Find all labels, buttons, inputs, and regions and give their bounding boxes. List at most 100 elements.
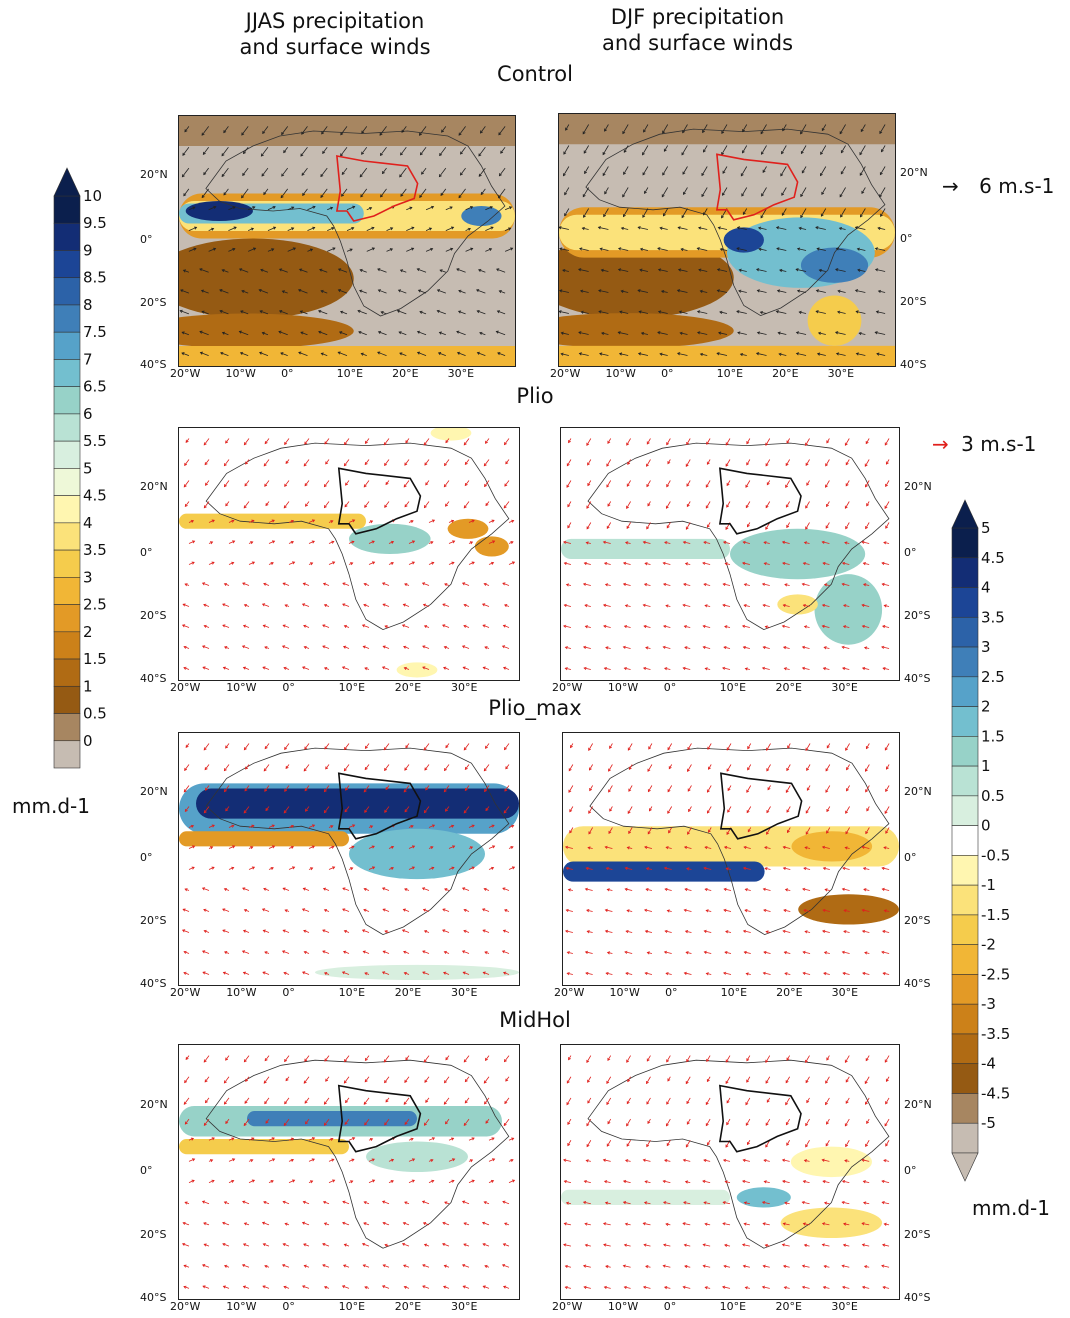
wind-vector-head bbox=[417, 289, 422, 293]
wind-vector bbox=[584, 667, 591, 670]
wind-vector-head bbox=[642, 1285, 647, 1289]
wind-vector-head bbox=[325, 1078, 329, 1082]
wind-vector bbox=[328, 561, 335, 565]
wind-vector bbox=[623, 145, 629, 153]
map-canvas-plio-jjas bbox=[179, 428, 519, 680]
wind-vector-head bbox=[626, 1059, 630, 1063]
wind-vector bbox=[419, 188, 427, 198]
wind-vector bbox=[666, 972, 672, 975]
wind-vector-head bbox=[244, 788, 248, 792]
wind-vector-head bbox=[430, 247, 434, 251]
wind-vector-head bbox=[451, 1179, 455, 1183]
wind-vector bbox=[776, 226, 787, 230]
wind-vector-head bbox=[511, 866, 516, 870]
wind-vector bbox=[384, 1118, 390, 1126]
lon-tick-label: 0° bbox=[282, 681, 295, 694]
wind-vector bbox=[559, 290, 569, 293]
wind-vector bbox=[302, 603, 310, 607]
wind-vector bbox=[385, 785, 390, 790]
wind-vector-head bbox=[683, 1201, 687, 1205]
wind-vector bbox=[344, 1055, 350, 1062]
wind-vector bbox=[666, 480, 671, 487]
wind-vector-head bbox=[874, 268, 879, 272]
wind-vector bbox=[643, 1286, 651, 1289]
wind-vector bbox=[583, 646, 591, 649]
wind-vector-head bbox=[559, 289, 563, 293]
wind-vector-head bbox=[242, 582, 246, 586]
wind-vector-head bbox=[845, 526, 849, 530]
wind-vector bbox=[244, 480, 250, 487]
wind-vector-head bbox=[623, 1285, 627, 1290]
wind-vector bbox=[644, 909, 653, 912]
wind-vector bbox=[279, 310, 288, 315]
wind-vector-head bbox=[844, 442, 848, 446]
wind-vector-head bbox=[666, 1143, 670, 1147]
wind-vector bbox=[649, 806, 653, 811]
wind-vector-head bbox=[883, 846, 887, 850]
wind-vector-head bbox=[283, 1285, 287, 1289]
wind-vector-head bbox=[865, 746, 869, 750]
colorbar-right-swatch bbox=[951, 1063, 979, 1094]
wind-vector bbox=[302, 188, 308, 196]
wind-vector-head bbox=[805, 1144, 809, 1148]
wind-vector bbox=[783, 1265, 790, 1268]
wind-vector bbox=[588, 743, 593, 751]
wind-vector-head bbox=[431, 1179, 435, 1183]
wind-vector-head bbox=[647, 831, 651, 835]
wind-vector-head bbox=[664, 887, 668, 892]
wind-vector-head bbox=[706, 1078, 710, 1083]
wind-vector bbox=[363, 1097, 370, 1105]
wind-vector-head bbox=[876, 352, 880, 356]
wind-vector bbox=[663, 1180, 671, 1183]
wind-vector-head bbox=[862, 867, 867, 871]
lon-tick-label: 10°E bbox=[338, 681, 366, 694]
wind-vector-head bbox=[224, 646, 228, 650]
wind-vector bbox=[842, 1265, 850, 1268]
wind-vector bbox=[183, 951, 190, 954]
wind-vector bbox=[781, 187, 787, 196]
wind-vector-head bbox=[776, 247, 780, 251]
wind-vector-head bbox=[436, 309, 440, 313]
wind-vector-head bbox=[384, 1243, 388, 1247]
wind-vector bbox=[465, 228, 471, 231]
wind-vector bbox=[564, 208, 570, 216]
colorbar-right-swatch bbox=[951, 825, 979, 856]
wind-vector bbox=[397, 310, 407, 315]
wind-vector bbox=[182, 167, 190, 178]
wind-vector-head bbox=[707, 746, 711, 750]
wind-vector-head bbox=[322, 1200, 327, 1204]
wind-vector bbox=[304, 480, 310, 486]
wind-vector-head bbox=[250, 541, 254, 545]
wind-vector bbox=[448, 845, 455, 849]
wind-vector bbox=[786, 806, 791, 813]
wind-vector-head bbox=[281, 290, 285, 294]
wind-vector-head bbox=[817, 331, 822, 335]
wind-vector bbox=[599, 353, 609, 356]
wind-vector bbox=[464, 1076, 470, 1082]
wind-vector-head bbox=[223, 768, 227, 772]
wind-vector-head bbox=[492, 845, 496, 849]
wind-vector-head bbox=[716, 352, 720, 356]
wind-vector bbox=[785, 889, 791, 891]
wind-vector-head bbox=[330, 825, 334, 829]
wind-vector bbox=[378, 331, 387, 336]
wind-vector bbox=[668, 827, 673, 834]
wind-vector-head bbox=[363, 603, 367, 607]
wind-vector-head bbox=[779, 268, 783, 273]
wind-vector-head bbox=[352, 1137, 356, 1141]
wind-vector bbox=[786, 522, 790, 528]
wind-vector-head bbox=[742, 540, 746, 545]
wind-vector bbox=[697, 310, 708, 314]
colorbar-left-tick-label: 7 bbox=[83, 350, 93, 368]
wind-vector-head bbox=[190, 1137, 195, 1141]
wind-vector-head bbox=[795, 352, 800, 356]
wind-vector bbox=[860, 124, 866, 132]
wind-vector-head bbox=[665, 1222, 669, 1226]
wind-vector-head bbox=[588, 767, 592, 771]
wind-vector bbox=[605, 1202, 611, 1205]
wind-vector-head bbox=[463, 442, 467, 446]
wind-vector bbox=[784, 1202, 790, 1205]
wind-vector-head bbox=[461, 1264, 466, 1268]
wind-vector bbox=[502, 1201, 510, 1205]
wind-vector bbox=[761, 187, 767, 197]
